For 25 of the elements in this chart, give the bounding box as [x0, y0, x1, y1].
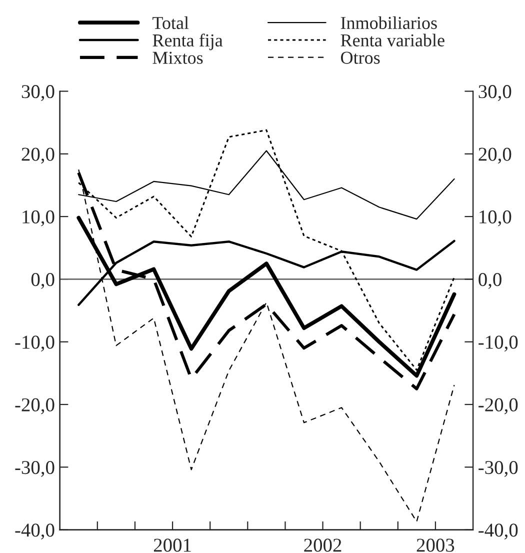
y2-tick-label: 0,0	[478, 273, 502, 289]
legend-label: Total	[152, 16, 189, 30]
y-tick-label: 0,0	[31, 273, 54, 289]
y2-tick-label: -20,0	[478, 398, 518, 414]
x-tick-label: 2003	[416, 538, 454, 552]
legend-label: Otros	[340, 52, 380, 64]
x-tick-label: 2001	[154, 538, 191, 552]
y-tick-label: 30,0	[22, 85, 54, 101]
y2-tick-label: 20,0	[478, 148, 512, 164]
legend-label: Mixtos	[152, 52, 203, 64]
x-tick-label: 2002	[304, 538, 342, 552]
legend-label: Inmobiliarios	[340, 16, 437, 30]
y-tick-label: -30,0	[15, 460, 54, 477]
y-tick-label: 20,0	[22, 148, 54, 164]
y-tick-label: -40,0	[15, 524, 54, 540]
y2-tick-label: -40,0	[478, 524, 518, 540]
y2-tick-label: 30,0	[478, 85, 512, 101]
y-tick-label: -20,0	[15, 398, 54, 414]
y2-tick-label: -30,0	[478, 460, 518, 477]
y2-tick-label: 10,0	[480, 210, 512, 226]
y-tick-label: 10,0	[22, 210, 54, 226]
legend-label: Renta fija	[152, 34, 223, 50]
y2-tick-label: -10,0	[478, 336, 518, 352]
legend-label: Renta variable	[340, 34, 444, 46]
y-tick-label: -10,0	[15, 336, 54, 352]
